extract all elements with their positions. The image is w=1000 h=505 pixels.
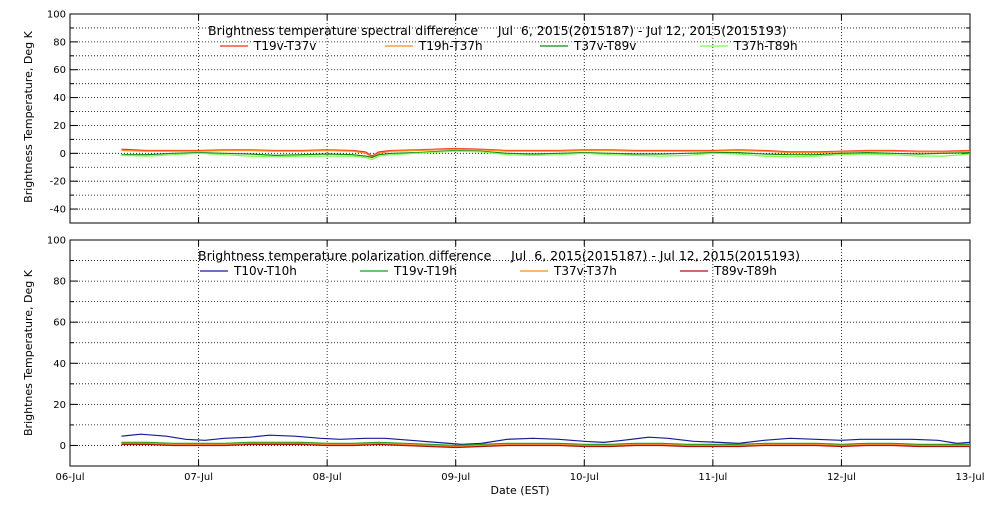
y-tick-label: 40 (53, 93, 66, 104)
x-tick-label: 11-Jul (698, 472, 727, 483)
series-line-T10v-T10h (121, 433, 971, 446)
x-tick-label: 13-Jul (956, 472, 985, 483)
grid-lines (70, 240, 970, 466)
legend-label: T37h-T89h (733, 39, 798, 53)
x-tick-label: 08-Jul (313, 472, 342, 483)
x-axis-label: Date (EST) (490, 484, 549, 497)
x-tick-label: 10-Jul (570, 472, 599, 483)
legend-label: T89v-T89h (713, 264, 777, 278)
y-axis-ticks: 0 20 40 60 80 100 (47, 236, 971, 467)
y-tick-label: 60 (53, 318, 66, 329)
polarization-difference-panel: 0 20 40 60 80 100 Brightness temperature pola… (22, 236, 971, 467)
x-axis-ticks: 06-Jul 07-Jul 08-Jul 09-Jul 10-Jul 11-Jul 12-J… (56, 472, 985, 483)
y-axis-label: Brightness Temperature, Deg K (22, 30, 35, 202)
y-tick-label: 0 (60, 441, 66, 452)
series-line-T89v-T89h (121, 443, 970, 449)
y-tick-label: 0 (60, 149, 66, 160)
y-axis-label: Brightnes Temperature, Deg K (22, 269, 35, 436)
y-axis-ticks: -40 -20 0 20 40 60 80 100 (47, 10, 971, 224)
x-tick-label: 06-Jul (56, 472, 85, 483)
x-tick-label: 07-Jul (184, 472, 213, 483)
y-tick-label: 40 (53, 359, 66, 370)
y-tick-label: -40 (50, 205, 66, 216)
series-line-T37h-T89h (121, 150, 971, 161)
plot-frame (69, 13, 971, 224)
legend-label: T10v-T10h (233, 264, 297, 278)
chart-title: Brightness temperature spectral differen… (208, 23, 787, 38)
grid-lines (70, 14, 970, 223)
series-line-T37v-T37h (121, 442, 970, 448)
legend-label: T19h-T37h (418, 39, 483, 53)
y-tick-label: 20 (53, 121, 66, 132)
legend-label: T37v-T37h (553, 264, 617, 278)
x-tick-label: 12-Jul (827, 472, 856, 483)
legend: T19v-T37v T19h-T37h T37v-T89v T37h-T89h (220, 39, 798, 53)
series-line-T19v-T19h (121, 441, 970, 447)
legend-label: T19v-T37v (253, 39, 316, 53)
series-line-T19h-T37h (121, 148, 971, 159)
y-tick-label: 100 (47, 236, 66, 247)
legend-label: T19v-T19h (393, 264, 457, 278)
legend: T10v-T10h T19v-T19h T37v-T37h T89v-T89h (200, 264, 777, 278)
series-line-T37v-T89v (121, 149, 971, 159)
y-tick-label: 100 (47, 10, 66, 21)
series-lines (121, 147, 971, 161)
spectral-difference-panel: -40 -20 0 20 40 60 80 100 Brightness temperatur… (22, 10, 971, 224)
y-tick-label: 20 (53, 400, 66, 411)
legend-label: T37v-T89v (573, 39, 636, 53)
series-line-T19v-T37v (121, 147, 971, 157)
plot-frame (69, 239, 971, 467)
x-tick-label: 09-Jul (441, 472, 470, 483)
y-tick-label: 80 (53, 277, 66, 288)
chart-title: Brightness temperature polarization diff… (198, 248, 800, 263)
series-lines (121, 433, 971, 449)
y-tick-label: -20 (50, 177, 66, 188)
y-tick-label: 60 (53, 65, 66, 76)
y-tick-label: 80 (53, 37, 66, 48)
